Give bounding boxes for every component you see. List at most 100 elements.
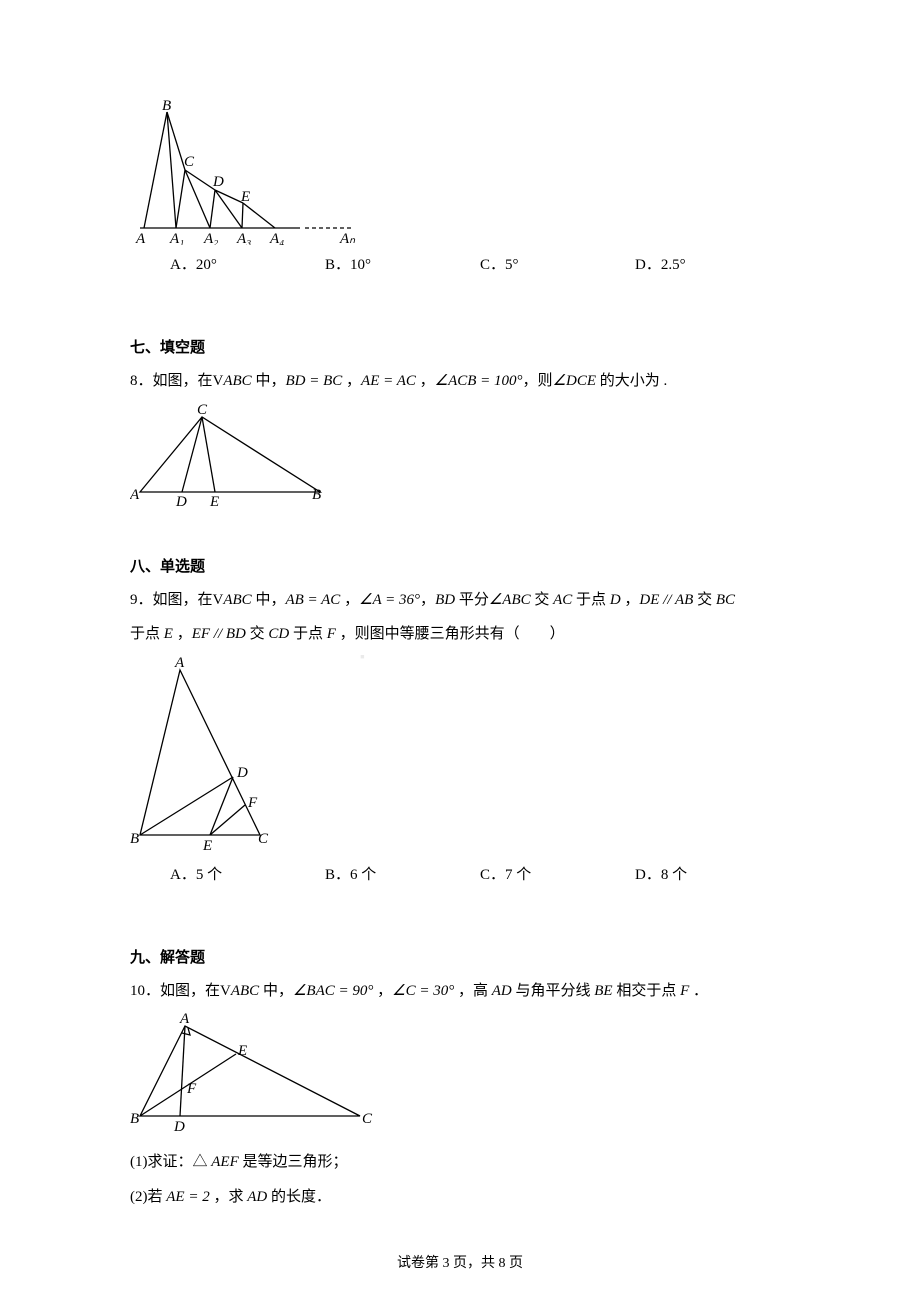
q9-label-A: A — [174, 655, 185, 671]
q7-options: A．20° B．10° C．5° D．2.5° — [130, 253, 790, 274]
q9-l2-p6: 于点 — [289, 626, 327, 642]
q7-option-d: D．2.5° — [635, 253, 790, 274]
q10-l1-p11: 相交于点 — [613, 983, 681, 999]
q9-l1-p3: 中， — [252, 592, 286, 608]
q10-s1-p3: 是等边三角形； — [239, 1154, 348, 1170]
q7-option-a: A．20° — [170, 253, 325, 274]
label-An: Aₙ — [339, 231, 356, 245]
q7-figure: B C D E A A₁ A₂ A₃ A₄ Aₙ — [130, 100, 790, 245]
q9-l1-p11: 交 — [531, 592, 554, 608]
q8-label-B: B — [312, 487, 321, 503]
q10-l1-p2: ABC — [231, 983, 259, 999]
q10-l1-p7: ，高 — [454, 983, 492, 999]
q9-l2-p2: ， — [173, 626, 192, 642]
q10-l1-p9: 与角平分线 — [512, 983, 595, 999]
label-A4: A₄ — [269, 231, 284, 245]
q9-figure: A B C D E F — [130, 655, 790, 855]
q8-svg: C A D E B — [130, 402, 340, 507]
q8-label-C: C — [197, 402, 208, 418]
q10-l1-p12: F — [680, 983, 689, 999]
q10-s2-p2: ，求 — [210, 1189, 248, 1205]
q10-label-A: A — [179, 1011, 190, 1027]
q9-l1-p6: ∠A = 36° — [359, 592, 420, 608]
q10-label-B: B — [130, 1111, 139, 1127]
label-A: A — [135, 231, 146, 245]
q8-p4: BD = BC — [285, 373, 342, 389]
q9-l2-p3: EF // BD — [192, 626, 246, 642]
q9-l2-p8: ，则图中等腰三角形共有（ ） — [336, 626, 565, 642]
q8-label-D: D — [175, 494, 187, 507]
q9-l2-p1: E — [164, 626, 173, 642]
q8-p9: ，则 — [523, 373, 553, 389]
q10-line1: 10．如图，在VABC 中，∠BAC = 90° ，∠C = 30° ，高 AD… — [130, 977, 790, 1006]
q8-p3: 中， — [252, 373, 286, 389]
q10-sub2: (2)若 AE = 2 ，求 AD 的长度． — [130, 1185, 790, 1206]
q10-l1-p10: BE — [594, 983, 612, 999]
q8-p8: ∠ACB = 100° — [435, 373, 523, 389]
q9-l1-p2: ABC — [223, 592, 251, 608]
q9-l1-p1: V — [213, 592, 224, 608]
q10-label-F: F — [186, 1081, 197, 1097]
q9-l1-p4: AB = AC — [285, 592, 340, 608]
q8-p6: AE = AC — [361, 373, 416, 389]
q9-label-F: F — [247, 795, 258, 811]
q8-text: 8．如图，在VABC 中，BD = BC ，AE = AC ，∠ACB = 10… — [130, 367, 790, 396]
q10-l1-p5: ， — [373, 983, 392, 999]
q9-label-D: D — [236, 765, 248, 781]
q10-label-E: E — [237, 1043, 247, 1059]
q8-p1: V — [213, 373, 224, 389]
q8-p10: ∠DCE — [553, 373, 596, 389]
q9-l1-p8: BD — [435, 592, 455, 608]
page-footer: 试卷第 3 页，共 8 页 — [0, 1252, 920, 1272]
q9-l1-p5: ， — [340, 592, 359, 608]
q9-svg: A B C D E F — [130, 655, 290, 855]
q9-label-B: B — [130, 831, 139, 847]
q7-option-b: B．10° — [325, 253, 480, 274]
q8-label-A: A — [130, 487, 140, 503]
q9-l1-p10: ∠ABC — [489, 592, 531, 608]
q9-option-c: C．7 个 — [480, 863, 635, 884]
q9-option-a: A．5 个 — [170, 863, 325, 884]
q10-l1-p1: V — [220, 983, 231, 999]
label-C: C — [184, 154, 195, 170]
q8-figure: C A D E B — [130, 402, 790, 507]
q10-l1-p4: ∠BAC = 90° — [293, 983, 373, 999]
label-E: E — [240, 189, 250, 205]
q10-l1-p13: ． — [689, 983, 708, 999]
label-D: D — [212, 174, 224, 190]
q9-l1-p16: DE // AB — [639, 592, 693, 608]
q10-s1-p0: (1)求证： — [130, 1154, 193, 1170]
q9-label-E: E — [202, 838, 212, 854]
q9-l1-p0: 9．如图，在 — [130, 592, 213, 608]
q8-label-E: E — [209, 494, 219, 507]
q9-label-C: C — [258, 831, 269, 847]
q9-option-d: D．8 个 — [635, 863, 790, 884]
q10-l1-p0: 10．如图，在 — [130, 983, 220, 999]
q9-line2: 于点 E ，EF // BD 交 CD 于点 F ，则图中等腰三角形共有（ ） — [130, 620, 790, 649]
q9-l2-p5: CD — [268, 626, 289, 642]
q10-label-D: D — [173, 1119, 185, 1135]
q9-l1-p9: 平分 — [455, 592, 489, 608]
q7-option-c: C．5° — [480, 253, 635, 274]
section8-header: 八、单选题 — [130, 555, 790, 576]
q10-l1-p6: ∠C = 30° — [392, 983, 454, 999]
q10-s1-p1: △ — [193, 1154, 208, 1170]
q9-l2-p4: 交 — [246, 626, 269, 642]
q10-l1-p8: AD — [492, 983, 512, 999]
q8-p2: ABC — [223, 373, 251, 389]
q9-l2-p0: 于点 — [130, 626, 164, 642]
q8-p5: ， — [342, 373, 361, 389]
q10-sub1: (1)求证：△ AEF 是等边三角形； — [130, 1150, 790, 1171]
q9-l1-p15: ， — [621, 592, 640, 608]
q10-figure: A B C D E F — [130, 1011, 790, 1136]
label-A1: A₁ — [169, 231, 184, 245]
q8-p11: 的大小为 . — [596, 373, 667, 389]
q8-p0: 8．如图，在 — [130, 373, 213, 389]
q10-l1-p3: 中， — [259, 983, 293, 999]
q9-line1: 9．如图，在VABC 中，AB = AC ，∠A = 36°，BD 平分∠ABC… — [130, 586, 790, 615]
label-B: B — [162, 100, 171, 114]
q9-l1-p7: ， — [420, 592, 435, 608]
q9-l1-p18: BC — [716, 592, 735, 608]
section7-header: 七、填空题 — [130, 336, 790, 357]
q9-option-b: B．6 个 — [325, 863, 480, 884]
